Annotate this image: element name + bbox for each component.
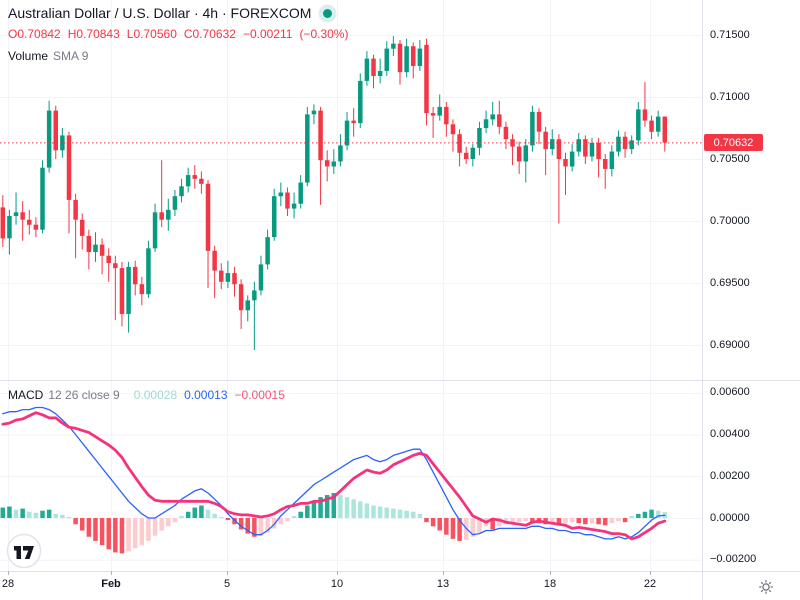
- logo-glyph-1: [14, 546, 21, 559]
- candles-layer: [0, 36, 668, 350]
- macd-label: MACD: [8, 388, 44, 402]
- time-axis-label: 5: [223, 578, 231, 590]
- low-label: L: [126, 27, 134, 41]
- time-axis-label: 22: [643, 578, 657, 590]
- macd-axis-label: 0.00600: [710, 386, 750, 399]
- time-axis-label: 13: [436, 578, 450, 590]
- macd-hist-value: 0.00028: [133, 388, 178, 402]
- volume-sma-label: SMA 9: [53, 49, 89, 63]
- open-label: O: [8, 27, 18, 41]
- low-value: 0.70560: [133, 27, 177, 41]
- volume-label: Volume: [8, 49, 49, 63]
- macd-axis-label: −0.00200: [710, 553, 757, 566]
- time-axis-label: 10: [330, 578, 344, 590]
- volume-legend[interactable]: Volume SMA 9: [8, 49, 348, 63]
- high-value: 0.70843: [76, 27, 120, 41]
- macd-params: 12 26 close 9: [48, 388, 120, 402]
- time-axis-label: 18: [543, 578, 557, 590]
- price-axis-label: 0.69000: [710, 338, 750, 351]
- price-axis-label: 0.71500: [710, 28, 750, 41]
- time-axis-label: Feb: [101, 578, 121, 590]
- symbol-title-row[interactable]: Australian Dollar / U.S. Dollar · 4h · F…: [8, 5, 348, 21]
- macd-axis-label: 0.00200: [710, 469, 750, 482]
- change-percent: (−0.30%): [299, 27, 349, 41]
- macd-axis-label: 0.00400: [710, 428, 750, 441]
- time-axis-label: 28: [1, 578, 15, 590]
- change-value: −0.00211: [242, 27, 293, 41]
- open-value: 0.70842: [17, 27, 61, 41]
- macd-signal-value: −0.00015: [234, 388, 285, 402]
- macd-line-value: 0.00013: [184, 388, 228, 402]
- macd-histogram: [0, 492, 668, 554]
- macd-signal-line: [1, 411, 667, 541]
- macd-axis-label: 0.00000: [710, 511, 750, 524]
- last-price-badge: 0.70632: [704, 134, 763, 151]
- gear-icon[interactable]: [758, 579, 774, 595]
- symbol-title[interactable]: Australian Dollar / U.S. Dollar · 4h · F…: [8, 5, 312, 21]
- price-axis-label: 0.69500: [710, 276, 750, 289]
- live-status-dot-icon: [323, 8, 333, 18]
- close-label: C: [183, 27, 193, 41]
- price-axis-label: 0.71000: [710, 90, 750, 103]
- high-label: H: [67, 27, 77, 41]
- price-axis-label: 0.70000: [710, 214, 750, 227]
- grid-layer: [0, 0, 702, 571]
- macd-line: [2, 406, 666, 540]
- legend-price: Australian Dollar / U.S. Dollar · 4h · F…: [8, 5, 348, 63]
- price-axis-label: 0.70500: [710, 152, 750, 165]
- legend-macd[interactable]: MACD 12 26 close 9 0.00028 0.00013 −0.00015: [8, 388, 285, 402]
- logo-glyph-7: [23, 546, 34, 559]
- tradingview-logo[interactable]: [6, 533, 42, 569]
- ohlc-row: O0.70842 H0.70843 L0.70560 C0.70632 −0.00211…: [8, 27, 348, 41]
- close-value: 0.70632: [192, 27, 236, 41]
